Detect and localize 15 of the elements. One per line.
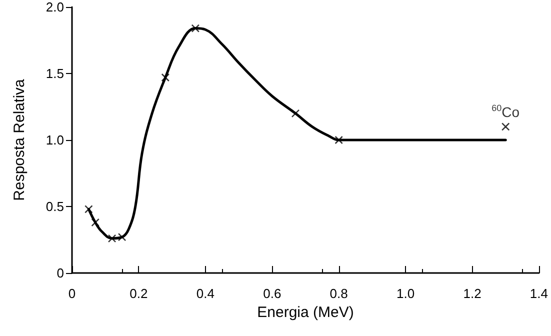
y-tick-label: 0 [56, 266, 64, 280]
y-tick-label: 2.0 [46, 0, 64, 14]
x-tick-label: 1.2 [463, 286, 482, 301]
x-tick-label: 1.0 [396, 286, 415, 301]
y-tick-label: 0.5 [46, 199, 64, 214]
x-tick-label: 0.8 [330, 286, 348, 301]
y-tick-label: 1.0 [46, 132, 64, 148]
y-tick-label: 1.5 [46, 66, 64, 81]
x-tick-label: 0.6 [263, 286, 282, 301]
x-tick-label: 1.4 [530, 286, 548, 301]
x-tick-label: 0 [68, 286, 76, 301]
x-axis-title: Energia (MeV) [257, 304, 354, 321]
x-tick-label: 0.2 [130, 286, 148, 301]
x-tick-label: 0.4 [196, 286, 214, 301]
y-axis-title: Resposta Relativa [11, 78, 28, 201]
